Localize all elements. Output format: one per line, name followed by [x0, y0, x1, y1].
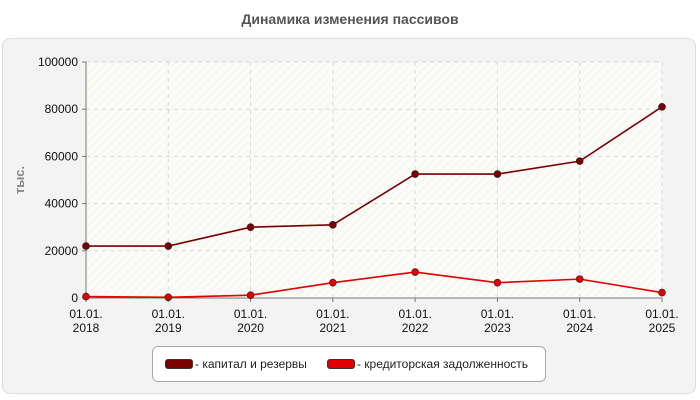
chart-legend: - капитал и резервы - кредиторская задол…	[152, 346, 546, 382]
legend-swatch-payables	[326, 359, 355, 369]
legend-item-payables: - кредиторская задолженность	[326, 357, 529, 371]
y-tick-label: 0	[71, 291, 78, 305]
x-tick-label: 01.01. 2020	[234, 307, 267, 335]
data-point[interactable]	[329, 221, 337, 229]
legend-swatch-capital	[165, 359, 193, 369]
x-tick-label: 01.01. 2021	[316, 307, 349, 335]
series-line	[85, 271, 663, 299]
chart-title: Динамика изменения пассивов	[241, 11, 459, 27]
legend-item-capital: - капитал и резервы	[165, 357, 307, 371]
data-point[interactable]	[246, 291, 255, 299]
series-0	[82, 103, 666, 250]
data-point[interactable]	[575, 275, 584, 283]
data-point[interactable]	[329, 278, 337, 287]
x-tick-label: 01.01. 2023	[481, 307, 514, 335]
data-point[interactable]	[575, 157, 584, 165]
data-point[interactable]	[411, 268, 419, 276]
data-point[interactable]	[246, 223, 255, 231]
series-line	[86, 106, 663, 247]
data-point[interactable]	[658, 103, 666, 111]
y-tick-label: 100000	[38, 55, 78, 69]
data-point[interactable]	[164, 293, 173, 302]
data-point[interactable]	[411, 170, 419, 178]
y-axis-title: тыс.	[12, 166, 27, 194]
y-tick-label: 40000	[45, 197, 79, 211]
data-point[interactable]	[493, 278, 502, 287]
legend-label-payables: - кредиторская задолженность	[356, 357, 529, 371]
x-tick-label: 01.01. 2024	[563, 307, 596, 335]
data-point[interactable]	[493, 170, 502, 178]
data-point[interactable]	[82, 292, 90, 301]
y-tick-label: 80000	[45, 102, 79, 116]
legend-label-capital: - капитал и резервы	[195, 357, 307, 371]
data-point[interactable]	[164, 242, 173, 250]
x-tick-label: 01.01. 2025	[645, 307, 678, 335]
y-tick-label: 60000	[45, 149, 79, 163]
y-tick-label: 20000	[45, 244, 79, 258]
series-1	[82, 268, 666, 302]
x-tick-label: 01.01. 2019	[152, 307, 185, 335]
plot-area	[86, 62, 662, 298]
x-tick-label: 01.01. 2022	[398, 307, 431, 335]
data-point[interactable]	[82, 242, 90, 250]
x-tick-label: 01.01. 2018	[69, 307, 102, 335]
data-point[interactable]	[658, 288, 666, 297]
